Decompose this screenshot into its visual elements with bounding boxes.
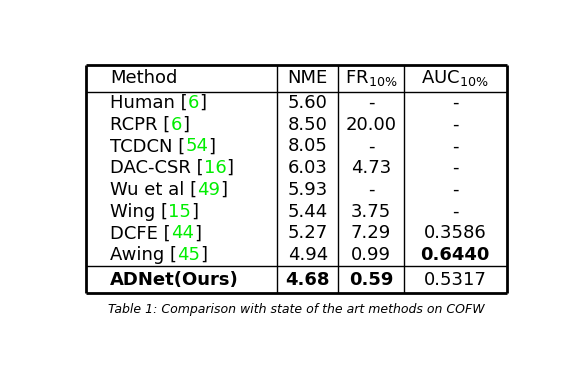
Text: Human [: Human [ [110,94,188,112]
Text: DAC-CSR [: DAC-CSR [ [110,159,204,177]
Text: 0.59: 0.59 [349,271,393,289]
Text: 6.03: 6.03 [288,159,328,177]
Text: 5.27: 5.27 [288,224,328,243]
Text: 5.60: 5.60 [288,94,328,112]
Text: 49: 49 [198,181,220,199]
Text: FR$_{10\%}$: FR$_{10\%}$ [344,68,397,88]
Text: NME: NME [288,69,328,87]
Text: Wing [: Wing [ [110,203,168,221]
Text: Awing [: Awing [ [110,246,177,264]
Text: 4.68: 4.68 [286,271,330,289]
Text: ]: ] [194,224,201,243]
Text: ADNet(Ours): ADNet(Ours) [110,271,239,289]
Text: RCPR [: RCPR [ [110,116,171,134]
Text: Wu et al [: Wu et al [ [110,181,198,199]
Text: Table 1: Comparison with state of the art methods on COFW: Table 1: Comparison with state of the ar… [108,302,484,315]
Text: ]: ] [220,181,228,199]
Text: 4.73: 4.73 [351,159,391,177]
Text: 7.29: 7.29 [351,224,391,243]
Text: 8.50: 8.50 [288,116,328,134]
Text: 8.05: 8.05 [288,137,328,155]
Text: -: - [368,181,374,199]
Text: 54: 54 [186,137,209,155]
Text: TCDCN [: TCDCN [ [110,137,186,155]
Text: ]: ] [201,246,208,264]
Text: 5.93: 5.93 [288,181,328,199]
Text: 15: 15 [168,203,191,221]
Text: -: - [452,159,458,177]
Text: ]: ] [199,94,206,112]
Text: -: - [368,137,374,155]
Text: ]: ] [227,159,234,177]
Text: 4.94: 4.94 [288,246,328,264]
Text: 0.99: 0.99 [351,246,391,264]
Text: -: - [452,181,458,199]
Text: Method: Method [110,69,177,87]
Text: AUC$_{10\%}$: AUC$_{10\%}$ [421,68,489,88]
Text: 0.6440: 0.6440 [420,246,490,264]
Text: -: - [452,137,458,155]
Text: 44: 44 [171,224,194,243]
Text: -: - [368,94,374,112]
Text: 5.44: 5.44 [288,203,328,221]
Text: ]: ] [191,203,198,221]
Text: 0.5317: 0.5317 [424,271,487,289]
Text: ]: ] [209,137,216,155]
Text: 45: 45 [177,246,201,264]
Text: -: - [452,94,458,112]
Text: -: - [452,203,458,221]
Text: 6: 6 [171,116,182,134]
Text: 0.3586: 0.3586 [424,224,487,243]
Text: DCFE [: DCFE [ [110,224,171,243]
Text: -: - [452,116,458,134]
Text: ]: ] [182,116,189,134]
Text: 3.75: 3.75 [351,203,391,221]
Text: 16: 16 [204,159,227,177]
Text: 6: 6 [188,94,199,112]
Text: 20.00: 20.00 [346,116,397,134]
